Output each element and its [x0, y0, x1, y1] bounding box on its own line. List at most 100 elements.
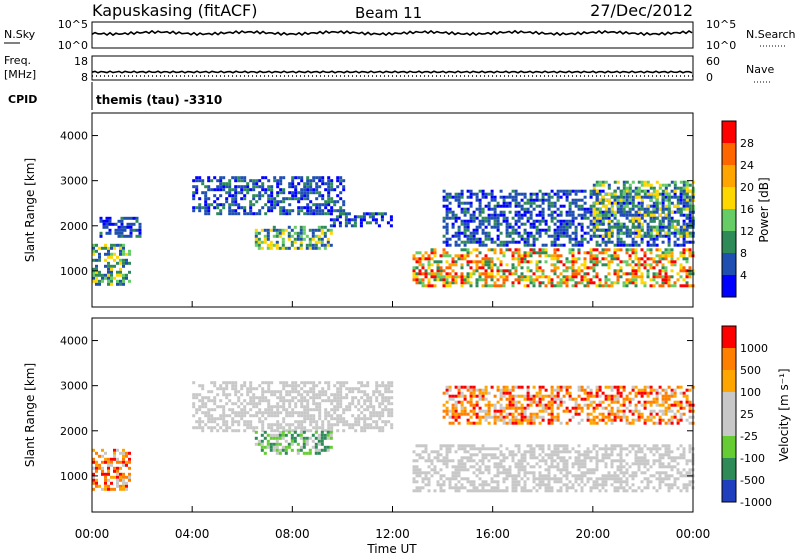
power-cell [625, 243, 629, 247]
power-cell [442, 269, 446, 273]
velocity-cell [460, 403, 464, 407]
power-cell [523, 243, 527, 247]
power-cell [553, 216, 557, 220]
power-cell [104, 252, 107, 256]
velocity-cell [544, 453, 548, 457]
velocity-cell [264, 417, 268, 421]
power-cell [568, 189, 572, 193]
velocity-cell [541, 415, 545, 419]
power-cell [451, 257, 455, 261]
velocity-cell [646, 391, 650, 395]
velocity-cell [628, 486, 632, 490]
velocity-cell [586, 397, 590, 401]
power-cell [511, 240, 515, 244]
power-cell [279, 191, 283, 195]
power-cell [511, 281, 515, 285]
power-cell [514, 248, 518, 252]
velocity-cell [439, 447, 443, 451]
velocity-cell [580, 477, 584, 481]
power-cell [544, 248, 548, 252]
velocity-cell [252, 429, 256, 433]
velocity-cell [490, 480, 494, 484]
velocity-cell [544, 459, 548, 463]
power-cell [604, 216, 608, 220]
velocity-cell [595, 453, 599, 457]
power-cell [338, 221, 342, 225]
power-cell [123, 228, 127, 232]
velocity-cell [667, 474, 671, 478]
velocity-cell [357, 387, 361, 391]
velocity-cell [607, 394, 611, 398]
power-cell [448, 281, 452, 285]
power-cell [323, 243, 327, 247]
power-cell [204, 203, 208, 207]
velocity-cell [339, 399, 343, 403]
velocity-cell [514, 462, 518, 466]
power-cell [637, 186, 641, 190]
power-cell [502, 210, 506, 214]
power-cell [625, 201, 629, 205]
velocity-cell [291, 384, 295, 388]
velocity-cell [565, 474, 569, 478]
power-cell [258, 194, 262, 198]
power-cell [679, 186, 683, 190]
velocity-cell [454, 486, 458, 490]
power-cell [571, 201, 575, 205]
velocity-cell [312, 396, 316, 400]
power-cell [314, 246, 318, 250]
velocity-cell [544, 477, 548, 481]
power-cell [673, 260, 677, 264]
velocity-cell [511, 477, 515, 481]
velocity-cell [291, 390, 295, 394]
velocity-cell [433, 489, 437, 493]
power-cell [499, 263, 503, 267]
velocity-cell [291, 411, 295, 415]
velocity-cell [619, 447, 623, 451]
power-cell [544, 228, 548, 232]
velocity-cell [339, 417, 343, 421]
power-cell [246, 185, 250, 189]
power-cell [107, 264, 110, 268]
power-cell [427, 263, 431, 267]
power-cell [562, 189, 566, 193]
velocity-cell [607, 409, 611, 413]
velocity-cell [598, 385, 602, 389]
power-cell [272, 225, 276, 229]
velocity-cell [502, 394, 506, 398]
power-cell [607, 231, 611, 235]
velocity-cell [664, 406, 668, 410]
power-cell [257, 240, 261, 244]
velocity-cell [535, 394, 539, 398]
power-cell [556, 284, 560, 288]
velocity-cell [375, 420, 379, 424]
power-cell [255, 194, 259, 198]
power-cell [502, 269, 506, 273]
power-cell [682, 278, 686, 282]
power-cell [664, 225, 668, 229]
velocity-cell [682, 412, 686, 416]
velocity-cell [195, 396, 199, 400]
velocity-cell [469, 385, 473, 389]
power-cell [234, 203, 238, 207]
velocity-cell [610, 394, 614, 398]
velocity-cell [661, 412, 665, 416]
power-cell [571, 213, 575, 217]
power-cell [649, 278, 653, 282]
power-cell [424, 272, 428, 276]
power-cell [126, 222, 130, 226]
power-cell [275, 234, 279, 238]
power-cell [98, 258, 101, 262]
power-cell [604, 240, 608, 244]
power-cell [595, 263, 599, 267]
power-cell [526, 275, 530, 279]
velocity-cell [375, 411, 379, 415]
power-cell [652, 192, 656, 196]
velocity-cell [475, 415, 479, 419]
velocity-cell [457, 459, 461, 463]
power-cell [116, 273, 119, 277]
power-cell [586, 266, 590, 270]
power-cell [685, 284, 689, 288]
power-cell [541, 248, 545, 252]
velocity-cell [616, 480, 620, 484]
power-cell [120, 216, 124, 220]
